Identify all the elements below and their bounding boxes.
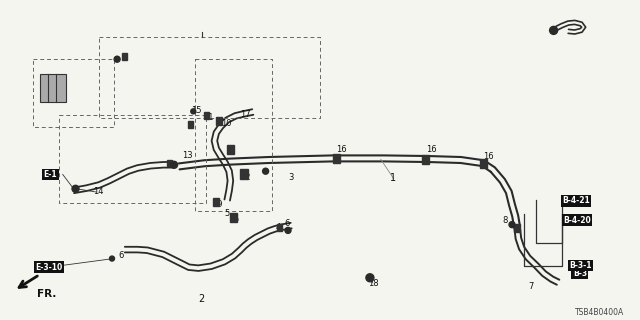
Text: 5: 5 <box>224 209 229 218</box>
Text: 2: 2 <box>198 294 205 304</box>
Text: B-4-20: B-4-20 <box>563 216 591 225</box>
Text: B-3-1: B-3-1 <box>570 261 592 270</box>
Text: 15: 15 <box>191 106 201 115</box>
Text: 3: 3 <box>288 173 293 182</box>
Bar <box>216 117 222 125</box>
Text: B-3: B-3 <box>573 269 587 278</box>
Bar <box>333 154 339 163</box>
Circle shape <box>109 256 115 261</box>
Text: 16: 16 <box>426 145 436 154</box>
Circle shape <box>72 185 79 192</box>
Bar <box>227 145 234 154</box>
Text: FR.: FR. <box>37 289 56 300</box>
Text: 18: 18 <box>368 279 379 288</box>
Bar <box>241 169 248 180</box>
Bar <box>480 159 486 168</box>
Text: 8: 8 <box>502 216 508 225</box>
Bar <box>204 112 209 119</box>
Text: 12: 12 <box>240 173 250 182</box>
Text: 7: 7 <box>528 282 533 291</box>
Text: 5: 5 <box>234 215 239 224</box>
Text: 16: 16 <box>336 145 347 154</box>
Bar <box>167 160 172 165</box>
Text: 11: 11 <box>204 113 214 122</box>
Bar <box>188 121 193 128</box>
Circle shape <box>285 228 291 233</box>
Bar <box>422 155 429 164</box>
Bar <box>514 224 520 232</box>
Circle shape <box>509 222 515 228</box>
Bar <box>213 198 220 206</box>
Text: E-1: E-1 <box>44 170 57 179</box>
Text: 16: 16 <box>483 152 494 161</box>
Text: B-4-21: B-4-21 <box>562 196 589 205</box>
Text: 6: 6 <box>285 219 290 228</box>
Text: E-3-10: E-3-10 <box>35 263 63 272</box>
Bar <box>122 53 127 60</box>
Text: 19: 19 <box>212 200 223 209</box>
Text: 1: 1 <box>390 172 397 183</box>
Text: 4: 4 <box>275 223 280 232</box>
Text: 17: 17 <box>240 110 251 119</box>
Circle shape <box>366 274 374 282</box>
Text: 9: 9 <box>189 122 194 131</box>
Text: 20: 20 <box>42 77 52 86</box>
Text: 10: 10 <box>221 119 231 128</box>
Circle shape <box>550 26 557 34</box>
Text: 14: 14 <box>93 188 103 196</box>
Bar <box>230 213 237 222</box>
Circle shape <box>262 168 269 174</box>
Text: TSB4B0400A: TSB4B0400A <box>575 308 624 317</box>
Bar <box>40 74 67 102</box>
Circle shape <box>171 161 177 168</box>
Text: 13: 13 <box>182 151 193 160</box>
Circle shape <box>191 109 196 114</box>
Bar <box>276 224 282 231</box>
Text: 6: 6 <box>118 252 124 260</box>
Circle shape <box>114 56 120 62</box>
